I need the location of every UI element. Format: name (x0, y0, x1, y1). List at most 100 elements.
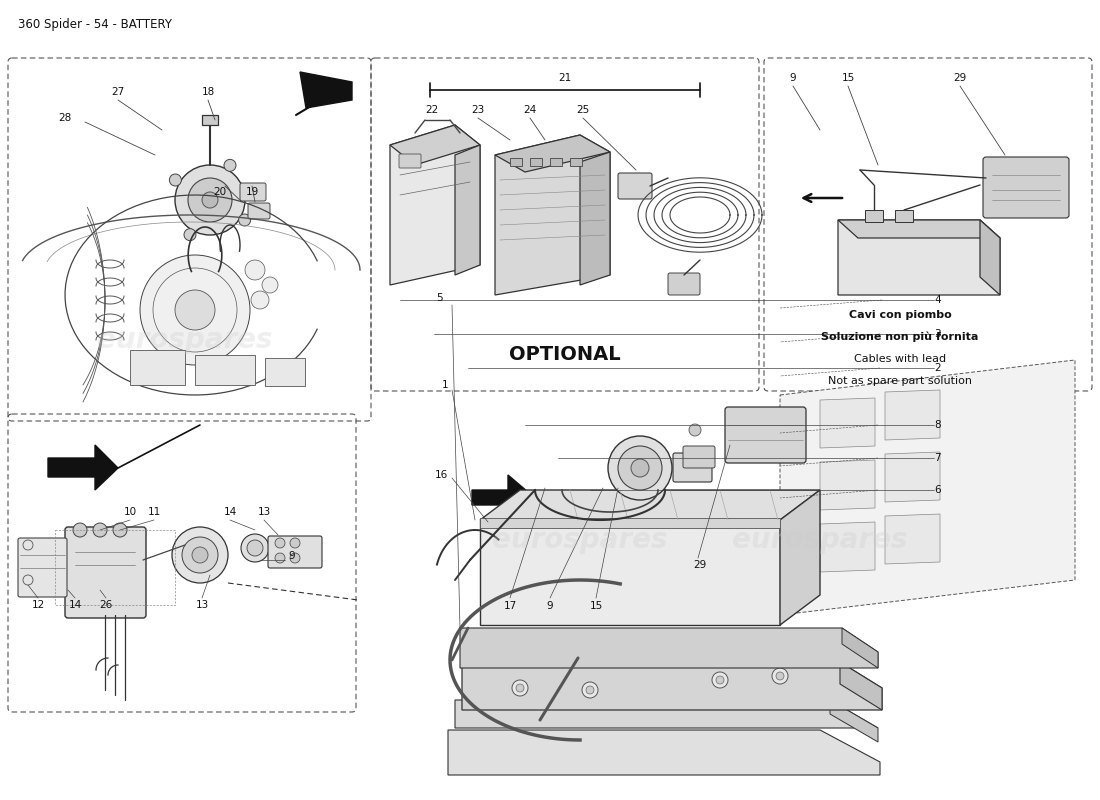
Circle shape (140, 255, 250, 365)
Circle shape (172, 527, 228, 583)
Polygon shape (448, 730, 880, 775)
Circle shape (772, 668, 788, 684)
Bar (130, 350, 185, 385)
Text: 29: 29 (693, 560, 706, 570)
Polygon shape (460, 628, 878, 668)
Bar (55, 530, 175, 605)
Polygon shape (980, 220, 1000, 295)
Polygon shape (830, 700, 878, 742)
Text: 20: 20 (213, 187, 227, 197)
Circle shape (290, 538, 300, 548)
Bar (530, 158, 542, 166)
Text: 8: 8 (934, 420, 940, 430)
Bar (570, 158, 582, 166)
Polygon shape (300, 72, 352, 108)
Circle shape (516, 684, 524, 692)
Polygon shape (838, 220, 1000, 238)
Text: 22: 22 (426, 105, 439, 115)
Circle shape (224, 159, 236, 171)
Text: Cables with lead: Cables with lead (854, 354, 946, 364)
FancyBboxPatch shape (983, 157, 1069, 218)
Circle shape (113, 523, 127, 537)
FancyBboxPatch shape (65, 527, 146, 618)
Circle shape (245, 260, 265, 280)
Circle shape (94, 523, 107, 537)
Bar (195, 355, 255, 385)
Text: 2: 2 (934, 363, 940, 373)
Bar (865, 210, 883, 222)
Polygon shape (842, 628, 878, 668)
Circle shape (586, 686, 594, 694)
Text: 6: 6 (934, 485, 940, 495)
Text: 1: 1 (441, 380, 448, 390)
Polygon shape (840, 662, 882, 710)
Text: 19: 19 (245, 187, 258, 197)
Circle shape (262, 277, 278, 293)
Circle shape (175, 165, 245, 235)
Polygon shape (580, 152, 611, 285)
Text: 27: 27 (111, 87, 124, 97)
Polygon shape (390, 125, 480, 165)
Text: 360 Spider - 54 - BATTERY: 360 Spider - 54 - BATTERY (18, 18, 172, 31)
Polygon shape (886, 452, 940, 502)
Text: 13: 13 (257, 507, 271, 517)
Bar (265, 358, 305, 386)
FancyBboxPatch shape (725, 407, 806, 463)
FancyBboxPatch shape (240, 183, 266, 201)
Circle shape (582, 682, 598, 698)
Circle shape (631, 459, 649, 477)
Text: 7: 7 (934, 453, 940, 463)
Polygon shape (820, 522, 874, 572)
Polygon shape (480, 490, 820, 520)
Text: Soluzione non più fornita: Soluzione non più fornita (822, 332, 979, 342)
Circle shape (716, 676, 724, 684)
Circle shape (192, 547, 208, 563)
Circle shape (248, 540, 263, 556)
Polygon shape (495, 135, 610, 172)
Bar (895, 210, 913, 222)
Text: 26: 26 (99, 600, 112, 610)
Text: 25: 25 (576, 105, 590, 115)
Polygon shape (820, 398, 874, 448)
FancyBboxPatch shape (673, 453, 712, 482)
Polygon shape (780, 490, 820, 625)
Polygon shape (480, 518, 780, 528)
Text: 17: 17 (504, 601, 517, 611)
Text: 24: 24 (524, 105, 537, 115)
Bar (510, 158, 522, 166)
FancyBboxPatch shape (18, 538, 67, 597)
Text: 18: 18 (201, 87, 214, 97)
Text: eurospares: eurospares (97, 326, 273, 354)
Polygon shape (495, 135, 610, 295)
Polygon shape (780, 360, 1075, 615)
Polygon shape (820, 460, 874, 510)
Polygon shape (480, 520, 780, 625)
Text: 15: 15 (590, 601, 603, 611)
Text: 15: 15 (842, 73, 855, 83)
Text: 4: 4 (934, 295, 940, 305)
Circle shape (776, 672, 784, 680)
Polygon shape (455, 700, 878, 728)
Text: 29: 29 (954, 73, 967, 83)
Circle shape (239, 214, 251, 226)
Circle shape (73, 523, 87, 537)
Text: Cavi con piombo: Cavi con piombo (848, 310, 952, 320)
Polygon shape (48, 445, 118, 490)
Text: 14: 14 (223, 507, 236, 517)
Polygon shape (838, 220, 1000, 295)
Text: 9: 9 (547, 601, 553, 611)
Text: 5: 5 (437, 293, 443, 303)
FancyBboxPatch shape (399, 154, 421, 168)
Bar (202, 115, 218, 125)
Text: 12: 12 (32, 600, 45, 610)
Text: 9: 9 (288, 551, 295, 561)
Text: 11: 11 (147, 507, 161, 517)
Circle shape (618, 446, 662, 490)
Circle shape (275, 553, 285, 563)
Text: 3: 3 (934, 329, 940, 339)
Circle shape (608, 436, 672, 500)
Polygon shape (390, 125, 480, 285)
FancyBboxPatch shape (268, 536, 322, 568)
Text: 14: 14 (68, 600, 81, 610)
Circle shape (689, 424, 701, 436)
